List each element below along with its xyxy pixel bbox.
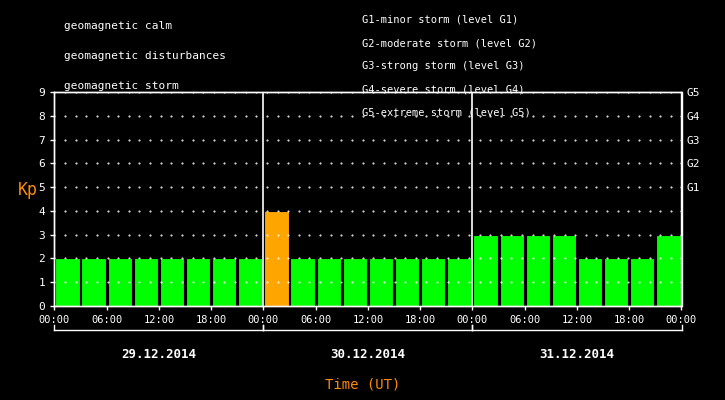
Y-axis label: Kp: Kp	[17, 181, 38, 199]
Text: 29.12.2014: 29.12.2014	[121, 348, 196, 360]
Bar	[526, 235, 550, 306]
Text: geomagnetic storm: geomagnetic storm	[64, 81, 178, 91]
Bar	[160, 258, 184, 306]
Bar	[212, 258, 236, 306]
Bar	[473, 235, 497, 306]
Bar	[447, 258, 471, 306]
Bar	[291, 258, 315, 306]
Bar	[239, 258, 262, 306]
Text: G4-severe storm (level G4): G4-severe storm (level G4)	[362, 85, 525, 95]
Bar	[552, 235, 576, 306]
Text: G1-minor storm (level G1): G1-minor storm (level G1)	[362, 15, 519, 25]
Bar	[656, 235, 681, 306]
Text: Time (UT): Time (UT)	[325, 378, 400, 392]
Bar	[500, 235, 523, 306]
Bar	[133, 258, 158, 306]
Text: 30.12.2014: 30.12.2014	[331, 348, 405, 360]
Text: G3-strong storm (level G3): G3-strong storm (level G3)	[362, 62, 525, 72]
Bar	[578, 258, 602, 306]
Text: geomagnetic calm: geomagnetic calm	[64, 21, 172, 31]
Bar	[186, 258, 210, 306]
Text: G5-extreme storm (level G5): G5-extreme storm (level G5)	[362, 108, 531, 118]
Bar	[343, 258, 367, 306]
Bar	[395, 258, 419, 306]
Text: G2-moderate storm (level G2): G2-moderate storm (level G2)	[362, 38, 537, 48]
Bar	[369, 258, 393, 306]
Bar	[317, 258, 341, 306]
Bar	[81, 258, 106, 306]
Bar	[107, 258, 132, 306]
Bar	[604, 258, 629, 306]
Bar	[55, 258, 80, 306]
Bar	[421, 258, 445, 306]
Bar	[265, 211, 289, 306]
Text: 31.12.2014: 31.12.2014	[539, 348, 615, 360]
Text: geomagnetic disturbances: geomagnetic disturbances	[64, 51, 225, 61]
Bar	[630, 258, 655, 306]
